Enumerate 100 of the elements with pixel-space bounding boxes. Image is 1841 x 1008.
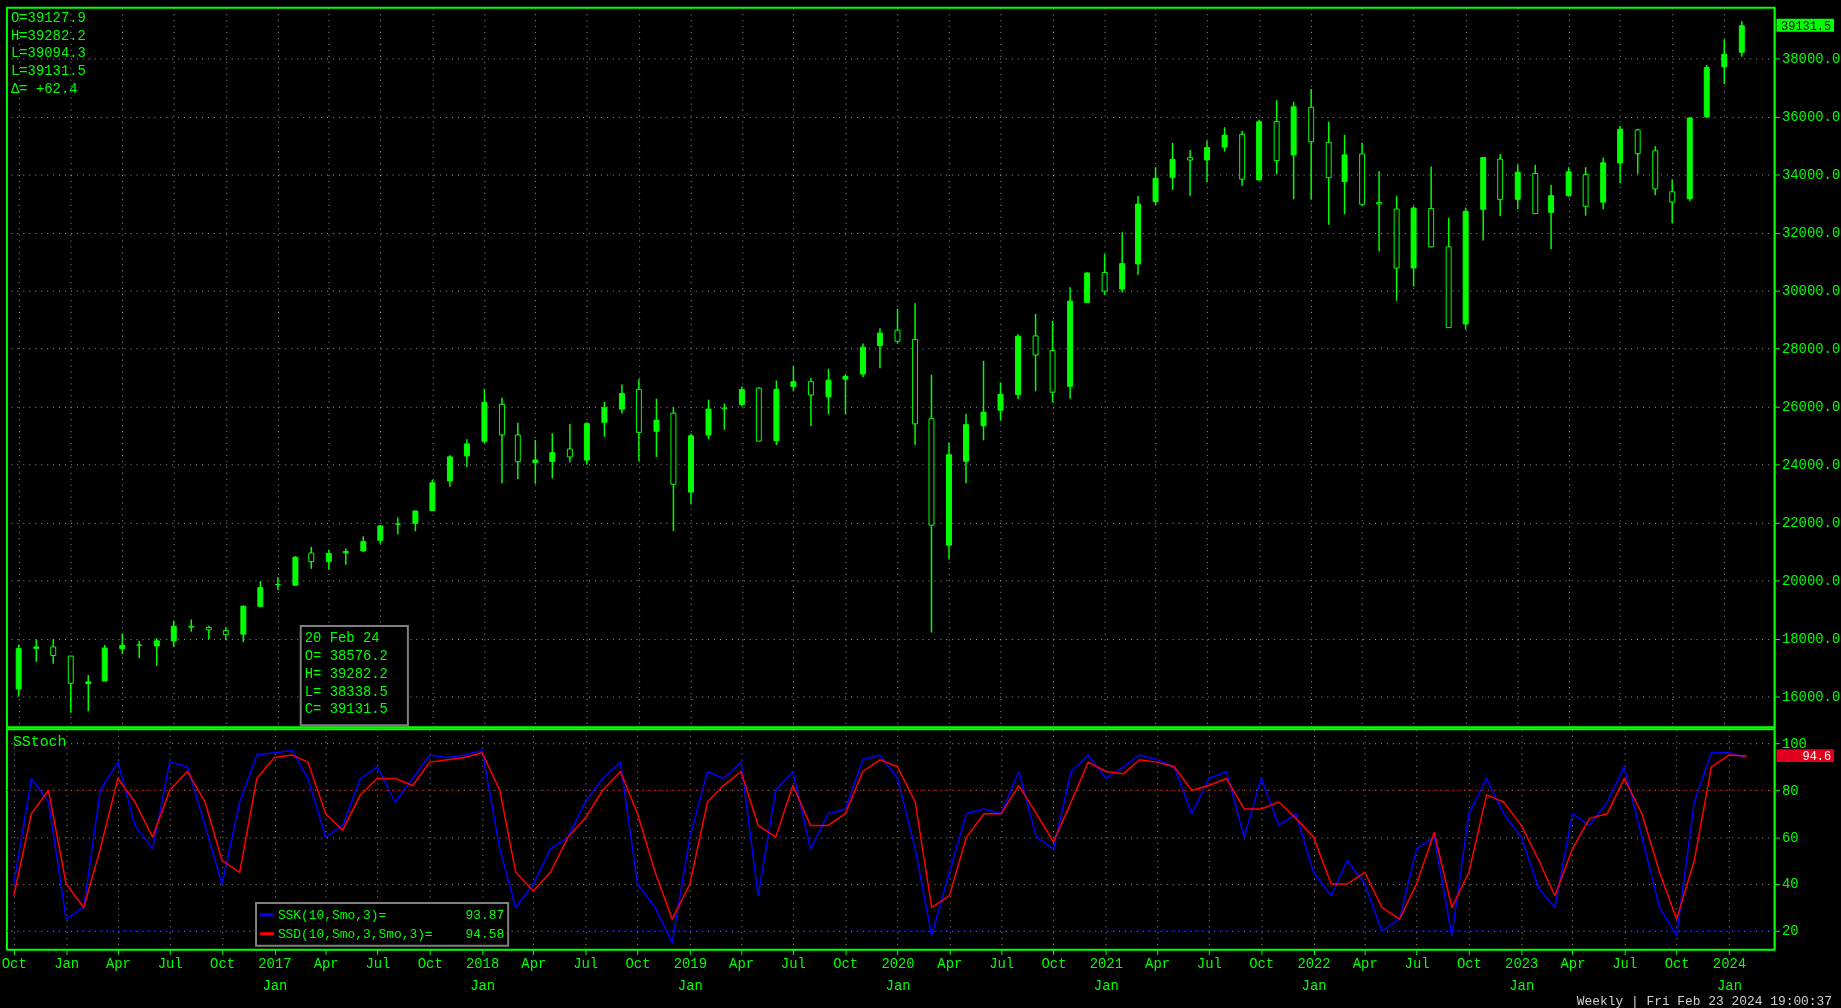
annotation: 20 Feb 24 — [304, 629, 380, 646]
x-tick-label: Oct — [210, 955, 236, 972]
candlestick — [85, 674, 92, 713]
candlestick — [463, 438, 470, 468]
y-tick-label: 30000.0 — [1781, 283, 1841, 300]
candlestick — [549, 432, 556, 480]
x-tick-label: Apr — [313, 955, 339, 972]
x-tick-label: Apr — [729, 955, 755, 972]
x-tick-label: 2022 Jan — [1297, 955, 1331, 994]
candlestick — [1721, 38, 1728, 85]
x-tick-label: Oct — [625, 955, 651, 972]
y-tick-label: 16000.0 — [1781, 689, 1841, 706]
annotation: H=39282.2 — [10, 27, 86, 44]
y-tick-label: 60 — [1781, 829, 1799, 846]
x-tick-label: Apr — [1560, 955, 1586, 972]
y-tick-label: 18000.0 — [1781, 631, 1841, 648]
y-tick-label: 28000.0 — [1781, 341, 1841, 358]
x-tick-label: Oct — [417, 955, 443, 972]
y-tick-label: 20 — [1781, 923, 1799, 940]
candlestick — [790, 365, 797, 393]
x-tick-label: 2017 Jan — [258, 955, 292, 994]
candlestick — [412, 509, 419, 532]
candlestick — [721, 402, 728, 431]
candlestick — [894, 308, 901, 345]
candlestick — [136, 639, 143, 659]
x-tick-label: 2019 Jan — [673, 955, 707, 994]
candlestick — [1169, 142, 1176, 191]
x-tick-label: Jul — [989, 955, 1015, 972]
x-tick-label: Oct — [1, 955, 27, 972]
chart-title: SStoch — [12, 734, 67, 751]
y-tick-label: 20000.0 — [1781, 573, 1841, 590]
x-tick-label: Jul — [1404, 955, 1430, 972]
candlestick — [1221, 126, 1228, 153]
x-tick-label: Apr — [105, 955, 131, 972]
x-tick-label: 2024 Jan — [1712, 955, 1747, 994]
candlestick — [1152, 166, 1159, 206]
annotation: Δ= +62.4 — [10, 81, 78, 98]
annotation: 93.87 — [465, 907, 505, 923]
candlestick — [825, 368, 832, 415]
x-tick-label: Oct — [1664, 955, 1690, 972]
x-tick-label: Oct — [1249, 955, 1275, 972]
candlestick — [325, 549, 332, 571]
x-tick-label: Jul — [1196, 955, 1222, 972]
x-tick-label: Oct — [1041, 955, 1067, 972]
x-tick-label: Oct — [833, 955, 859, 972]
candlestick — [274, 576, 281, 591]
x-tick-label: Oct — [1456, 955, 1482, 972]
candlestick — [394, 516, 401, 536]
candlestick — [532, 439, 539, 485]
candlestick — [738, 385, 745, 408]
candlestick — [1101, 253, 1108, 296]
y-tick-label: 32000.0 — [1781, 225, 1841, 242]
candlestick — [1376, 170, 1383, 253]
candlestick — [308, 546, 315, 570]
text: 94.6 — [1802, 750, 1832, 765]
y-tick-label: 80 — [1781, 782, 1799, 799]
annotation: L= 38338.5 — [304, 683, 388, 700]
x-tick-label: 2021 Jan — [1089, 955, 1123, 994]
x-tick-label: 2018 Jan — [465, 955, 500, 994]
y-tick-label: 34000.0 — [1781, 167, 1841, 184]
y-tick-label: 36000.0 — [1781, 109, 1841, 126]
candlestick — [566, 423, 573, 464]
candlestick — [1187, 149, 1194, 197]
candlestick — [807, 376, 814, 427]
text: 39131.5 — [1781, 19, 1832, 34]
annotation: O= 38576.2 — [304, 647, 388, 664]
candlestick — [876, 327, 883, 370]
text: Weekly | Fri Feb 23 2024 19:00:37 — [1576, 994, 1833, 1008]
candlestick — [842, 373, 849, 415]
x-tick-label: 2023 Jan — [1505, 955, 1539, 994]
annotation: O=39127.9 — [10, 9, 86, 26]
y-tick-label: 24000.0 — [1781, 457, 1841, 474]
candlestick — [119, 633, 126, 655]
candlestick — [50, 638, 57, 665]
candlestick — [170, 620, 177, 648]
legend-label: SSD(10,Smo,3,Smo,3)= — [277, 926, 433, 942]
annotation: L=39131.5 — [10, 63, 86, 80]
candlestick — [33, 638, 40, 663]
x-tick-label: 2020 Jan — [881, 955, 915, 994]
candlestick — [1634, 128, 1641, 175]
y-tick-label: 22000.0 — [1781, 515, 1841, 532]
x-tick-label: Jul — [1612, 955, 1638, 972]
y-tick-label: 100 — [1781, 735, 1807, 752]
candlestick — [980, 360, 987, 442]
x-tick-label: Jul — [780, 955, 806, 972]
x-tick-label: Jul — [365, 955, 391, 972]
y-tick-label: 38000.0 — [1781, 51, 1841, 68]
x-tick-label: Apr — [521, 955, 547, 972]
annotation: H= 39282.2 — [304, 665, 388, 682]
candlestick — [601, 401, 608, 438]
y-tick-label: 26000.0 — [1781, 399, 1841, 416]
candlestick — [1032, 313, 1039, 392]
x-tick-label: Jul — [157, 955, 183, 972]
annotation: C= 39131.5 — [304, 701, 388, 718]
candlestick — [257, 580, 264, 608]
x-tick-label: Jul — [573, 955, 599, 972]
candlestick — [1565, 166, 1572, 198]
candlestick — [205, 625, 212, 640]
candlestick — [618, 383, 625, 415]
annotation: 94.58 — [465, 926, 505, 942]
